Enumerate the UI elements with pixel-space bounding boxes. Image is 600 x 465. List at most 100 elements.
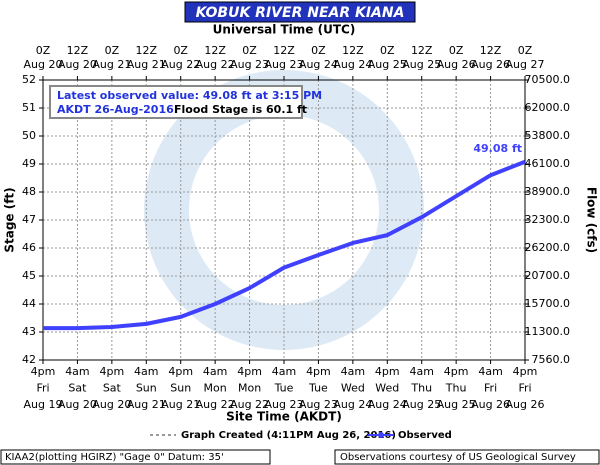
y-tick-label: 48: [22, 185, 36, 198]
x-tick-label: Thu: [410, 382, 432, 395]
top-tick-label: Aug 23: [265, 58, 304, 71]
title-bar: [184, 1, 416, 23]
top-tick-label: 0Z: [449, 44, 464, 57]
x-tick-label: Wed: [341, 382, 365, 395]
top-tick-label: 12Z: [411, 44, 433, 57]
x-tick-label: Aug 21: [161, 398, 200, 411]
top-tick-label: 12Z: [67, 44, 89, 57]
top-tick-label: 0Z: [105, 44, 120, 57]
top-tick-label: Aug 23: [230, 58, 269, 71]
x-tick-label: Aug 22: [230, 398, 269, 411]
top-tick-label: 0Z: [242, 44, 257, 57]
x-tick-label: Aug 26: [506, 398, 545, 411]
y-tick-label: 45: [22, 269, 36, 282]
footer-box: [0, 449, 271, 465]
x-tick-label: 4pm: [444, 365, 469, 378]
annotation-text: Latest observed value: 49.08 ft at 3:15 …: [57, 89, 322, 102]
top-tick-label: Aug 25: [368, 58, 407, 71]
legend-text: Observed: [398, 430, 452, 441]
x-tick-label: Tue: [274, 382, 294, 395]
x-tick-label: 4pm: [237, 365, 262, 378]
top-tick-label: 12Z: [136, 44, 158, 57]
x-tick-label: Aug 19: [24, 398, 63, 411]
x-tick-label: 4pm: [513, 365, 538, 378]
x-tick-label: Sun: [136, 382, 157, 395]
footer-box: [334, 449, 600, 465]
legend-text: Graph Created (4:11PM Aug 26, 2016): [181, 430, 396, 441]
x-tick-label: 4am: [478, 365, 502, 378]
x-tick-label: Wed: [375, 382, 399, 395]
top-tick-label: Aug 26: [471, 58, 510, 71]
legend-marker: [378, 432, 384, 438]
x-tick-label: Aug 23: [299, 398, 338, 411]
x-tick-label: Aug 24: [368, 398, 407, 411]
value-label: 49.08 ft: [473, 142, 522, 155]
top-tick-label: Aug 22: [196, 58, 235, 71]
y-tick-label: 50: [22, 129, 36, 142]
y2-tick-label: 46100.0: [525, 157, 571, 170]
top-tick-label: Aug 24: [333, 58, 372, 71]
top-tick-label: 12Z: [480, 44, 502, 57]
x-tick-label: Aug 22: [196, 398, 235, 411]
annotation-text: AKDT 26-Aug-2016.: [57, 103, 178, 116]
y2-tick-label: 15700.0: [525, 297, 571, 310]
x-tick-label: 4pm: [31, 365, 56, 378]
footer-text: Observations courtesy of US Geological S…: [340, 452, 576, 463]
y-tick-label: 47: [22, 213, 36, 226]
y2-tick-label: 11300.0: [525, 325, 571, 338]
top-tick-label: Aug 27: [506, 58, 545, 71]
x-tick-label: Sat: [68, 382, 87, 395]
x-tick-label: 4am: [341, 365, 365, 378]
x-tick-label: Aug 26: [471, 398, 510, 411]
y2-axis-title: Flow (cfs): [585, 187, 599, 253]
x-tick-label: Sat: [103, 382, 122, 395]
y2-tick-label: 53800.0: [525, 129, 571, 142]
top-tick-label: 0Z: [311, 44, 326, 57]
top-tick-label: Aug 25: [402, 58, 441, 71]
y-tick-label: 42: [22, 353, 36, 366]
x-tick-label: Mon: [204, 382, 227, 395]
x-tick-label: Tue: [308, 382, 328, 395]
top-axis-title: Universal Time (UTC): [213, 23, 356, 37]
chart-title: KOBUK RIVER NEAR KIANA: [196, 5, 405, 21]
y-tick-label: 51: [22, 101, 36, 114]
x-tick-label: 4pm: [168, 365, 193, 378]
x-tick-label: 4am: [409, 365, 433, 378]
x-tick-label: 4pm: [375, 365, 400, 378]
x-tick-label: Aug 21: [127, 398, 166, 411]
top-tick-label: Aug 24: [299, 58, 338, 71]
x-tick-label: Fri: [484, 382, 497, 395]
y-tick-label: 52: [22, 73, 36, 86]
top-tick-label: Aug 21: [92, 58, 131, 71]
annotation-box: [49, 85, 303, 119]
x-tick-label: 4pm: [100, 365, 125, 378]
x-tick-label: Mon: [238, 382, 261, 395]
x-axis-title: Site Time (AKDT): [226, 410, 342, 424]
footer-text: KIAA2(plotting HGIRZ) "Gage 0" Datum: 35…: [5, 452, 224, 463]
y2-tick-label: 70500.0: [525, 73, 571, 86]
x-tick-label: Sun: [170, 382, 191, 395]
x-tick-label: Aug 24: [333, 398, 372, 411]
x-tick-label: Aug 23: [265, 398, 304, 411]
y2-tick-label: 7560.0: [532, 353, 571, 366]
x-tick-label: Aug 20: [58, 398, 97, 411]
y2-tick-label: 20700.0: [525, 269, 571, 282]
top-tick-label: 0Z: [173, 44, 188, 57]
top-tick-label: 12Z: [342, 44, 364, 57]
top-tick-label: 0Z: [36, 44, 51, 57]
x-tick-label: 4am: [272, 365, 296, 378]
y2-tick-label: 38900.0: [525, 185, 571, 198]
top-tick-label: Aug 21: [127, 58, 166, 71]
top-tick-label: 12Z: [273, 44, 295, 57]
y-tick-label: 43: [22, 325, 36, 338]
top-tick-label: 12Z: [204, 44, 226, 57]
x-tick-label: Thu: [445, 382, 467, 395]
y2-tick-label: 26200.0: [525, 241, 571, 254]
x-tick-label: 4am: [203, 365, 227, 378]
y-tick-label: 44: [22, 297, 36, 310]
x-tick-label: Fri: [36, 382, 49, 395]
x-tick-label: Aug 25: [402, 398, 441, 411]
x-tick-label: 4pm: [306, 365, 331, 378]
